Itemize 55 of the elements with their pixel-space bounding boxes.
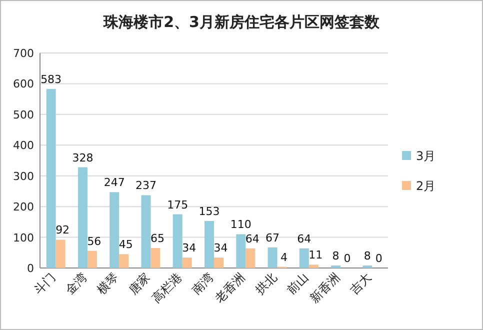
y-tick-label: 200 xyxy=(13,200,34,214)
bar xyxy=(299,248,309,268)
data-label: 64 xyxy=(297,232,312,246)
data-label: 11 xyxy=(308,248,323,262)
data-label: 583 xyxy=(40,72,62,86)
bar xyxy=(87,250,97,268)
data-label: 153 xyxy=(198,205,220,218)
data-label: 0 xyxy=(344,252,351,265)
bar xyxy=(308,264,318,268)
bar xyxy=(46,88,56,268)
data-label: 67 xyxy=(266,231,280,244)
chart-title: 珠海楼市2、3月新房住宅各片区网签套数 xyxy=(102,13,380,31)
bar xyxy=(110,192,120,268)
bar xyxy=(150,248,160,268)
data-label: 65 xyxy=(150,232,164,246)
y-tick-label: 500 xyxy=(13,108,34,122)
data-label: 237 xyxy=(135,179,156,192)
x-tick-label: 横琴 xyxy=(94,270,122,298)
y-tick-label: 400 xyxy=(13,139,34,152)
data-label: 328 xyxy=(72,151,94,164)
bar xyxy=(182,258,192,268)
bar xyxy=(268,247,278,268)
data-label: 4 xyxy=(280,250,288,264)
data-label: 8 xyxy=(332,250,340,263)
x-tick-label: 吉大 xyxy=(347,270,374,298)
bar xyxy=(214,258,224,268)
x-tick-label: 拱北 xyxy=(252,270,280,298)
data-label: 247 xyxy=(104,176,125,190)
bar xyxy=(246,248,256,268)
data-label: 175 xyxy=(167,198,188,212)
y-tick-label: 100 xyxy=(13,231,34,244)
x-tick-label: 斗门 xyxy=(31,270,58,298)
y-tick-label: 300 xyxy=(13,170,34,183)
data-label: 8 xyxy=(364,250,371,263)
bar xyxy=(56,240,66,268)
bar xyxy=(236,234,246,268)
data-label: 34 xyxy=(182,242,196,255)
y-tick-label: 700 xyxy=(13,47,34,60)
data-label: 56 xyxy=(87,234,102,248)
data-label: 64 xyxy=(245,232,260,246)
data-label: 110 xyxy=(230,218,252,232)
bar xyxy=(119,254,129,268)
data-label: 92 xyxy=(56,224,70,237)
bar xyxy=(172,214,182,268)
data-label: 45 xyxy=(118,238,133,252)
y-tick-label: 0 xyxy=(27,262,34,275)
bar xyxy=(204,221,214,268)
legend-label: 3月 xyxy=(416,149,436,163)
data-label: 34 xyxy=(214,242,228,255)
bar xyxy=(141,195,151,268)
legend-label: 2月 xyxy=(416,179,436,193)
bar xyxy=(78,167,88,268)
y-tick-label: 600 xyxy=(13,78,34,91)
data-label: 0 xyxy=(375,252,382,265)
x-tick-label: 金湾 xyxy=(62,270,90,298)
